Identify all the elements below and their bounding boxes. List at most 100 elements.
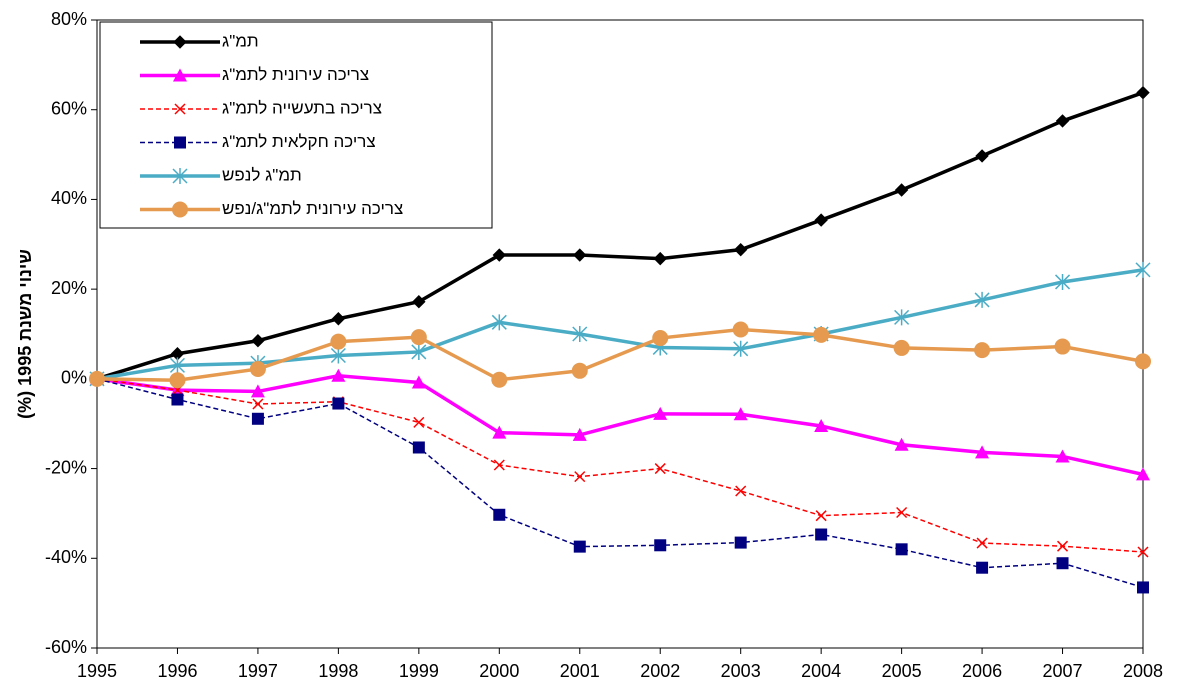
marker [893,339,910,356]
marker [735,485,747,497]
marker [332,397,345,410]
marker [252,398,264,410]
marker [412,441,425,454]
marker [493,508,506,521]
y-tick-label: -40% [45,547,87,567]
marker [1057,540,1069,552]
marker [813,326,830,343]
y-tick-label: 40% [51,188,87,208]
marker [573,540,586,553]
y-tick-label: 0% [61,368,87,388]
legend-box [99,21,493,229]
marker [733,242,748,257]
marker [734,536,747,549]
marker [975,445,990,459]
x-tick-label: 2000 [479,661,519,681]
marker [493,459,505,471]
legend-item: תמ"ג [140,31,259,50]
x-tick-label: 2002 [640,661,680,681]
legend-item: צריכה חקלאית לתמ"ג [140,132,376,151]
marker [250,384,265,398]
marker [895,543,908,556]
legend-item: צריכה עירונית לתמ"ג/נפש [140,199,403,218]
legend-label: תמ"ג [222,31,259,50]
x-tick-label: 2003 [721,661,761,681]
legend-label: צריכה עירונית לתמ"ג/נפש [222,199,403,218]
marker [654,539,667,552]
marker [331,312,346,326]
x-tick-label: 2008 [1123,661,1163,681]
marker [172,201,188,218]
x-tick-label: 1997 [238,661,278,681]
marker [975,149,989,163]
x-tick-label: 1998 [318,661,358,681]
marker [572,427,587,441]
marker [249,360,266,377]
marker [331,368,346,382]
y-axis-label: שינוי משנת 1995 (%) [15,249,35,419]
x-tick-label: 1995 [77,661,117,681]
marker [411,375,426,389]
marker [733,407,748,421]
legend-label: תמ"ג לנפש [222,165,302,184]
y-tick-label: 60% [51,98,87,118]
marker [1054,338,1071,355]
marker [171,393,184,406]
marker [1136,85,1150,100]
marker [491,371,508,388]
marker [410,329,427,346]
y-tick-label: 20% [51,278,87,298]
marker [815,510,827,522]
marker [654,463,666,475]
legend-item: צריכה בתעשייה לתמ"ג [140,98,382,117]
marker [412,294,426,309]
marker [894,309,910,326]
marker [894,183,909,197]
marker [1136,467,1150,481]
y-tick-label: 80% [51,9,87,29]
series-line [96,378,1144,553]
x-tick-label: 2001 [560,661,600,681]
marker [330,347,346,364]
marker [573,248,587,262]
marker [572,326,588,342]
marker [413,416,425,428]
legend: תמ"ג צריכה עירונית לתמ"ג צריכה בתעשייה לתמ… [99,21,493,229]
x-tick-label: 2007 [1043,661,1083,681]
x-tick-label: 2005 [882,661,922,681]
marker [1137,581,1149,594]
marker [974,342,991,359]
series-line [96,268,1144,381]
marker [814,213,828,227]
marker [492,425,507,439]
marker [652,330,669,347]
marker [89,370,105,387]
legend-item: צריכה עירונית לתמ"ג [140,65,369,84]
series-line [96,373,1144,477]
x-tick-label: 2004 [801,661,841,681]
marker [169,357,185,374]
marker [1135,353,1151,370]
x-tick-label: 1999 [399,661,439,681]
marker [173,35,187,49]
marker [1055,273,1071,290]
marker [174,136,186,149]
marker [251,334,265,348]
marker [815,528,828,541]
marker [1055,114,1070,128]
marker [173,68,187,82]
x-tick-label: 2006 [962,661,1002,681]
marker [896,507,908,519]
marker [894,437,909,451]
marker [172,168,188,184]
legend-label: צריכה חקלאית לתמ"ג [222,132,376,151]
series-line [96,327,1144,382]
marker [491,314,507,331]
marker [976,561,989,574]
legend-label: צריכה בתעשייה לתמ"ג [222,98,382,117]
marker [732,321,749,338]
marker [169,372,186,389]
marker [411,343,427,360]
marker [653,406,668,420]
